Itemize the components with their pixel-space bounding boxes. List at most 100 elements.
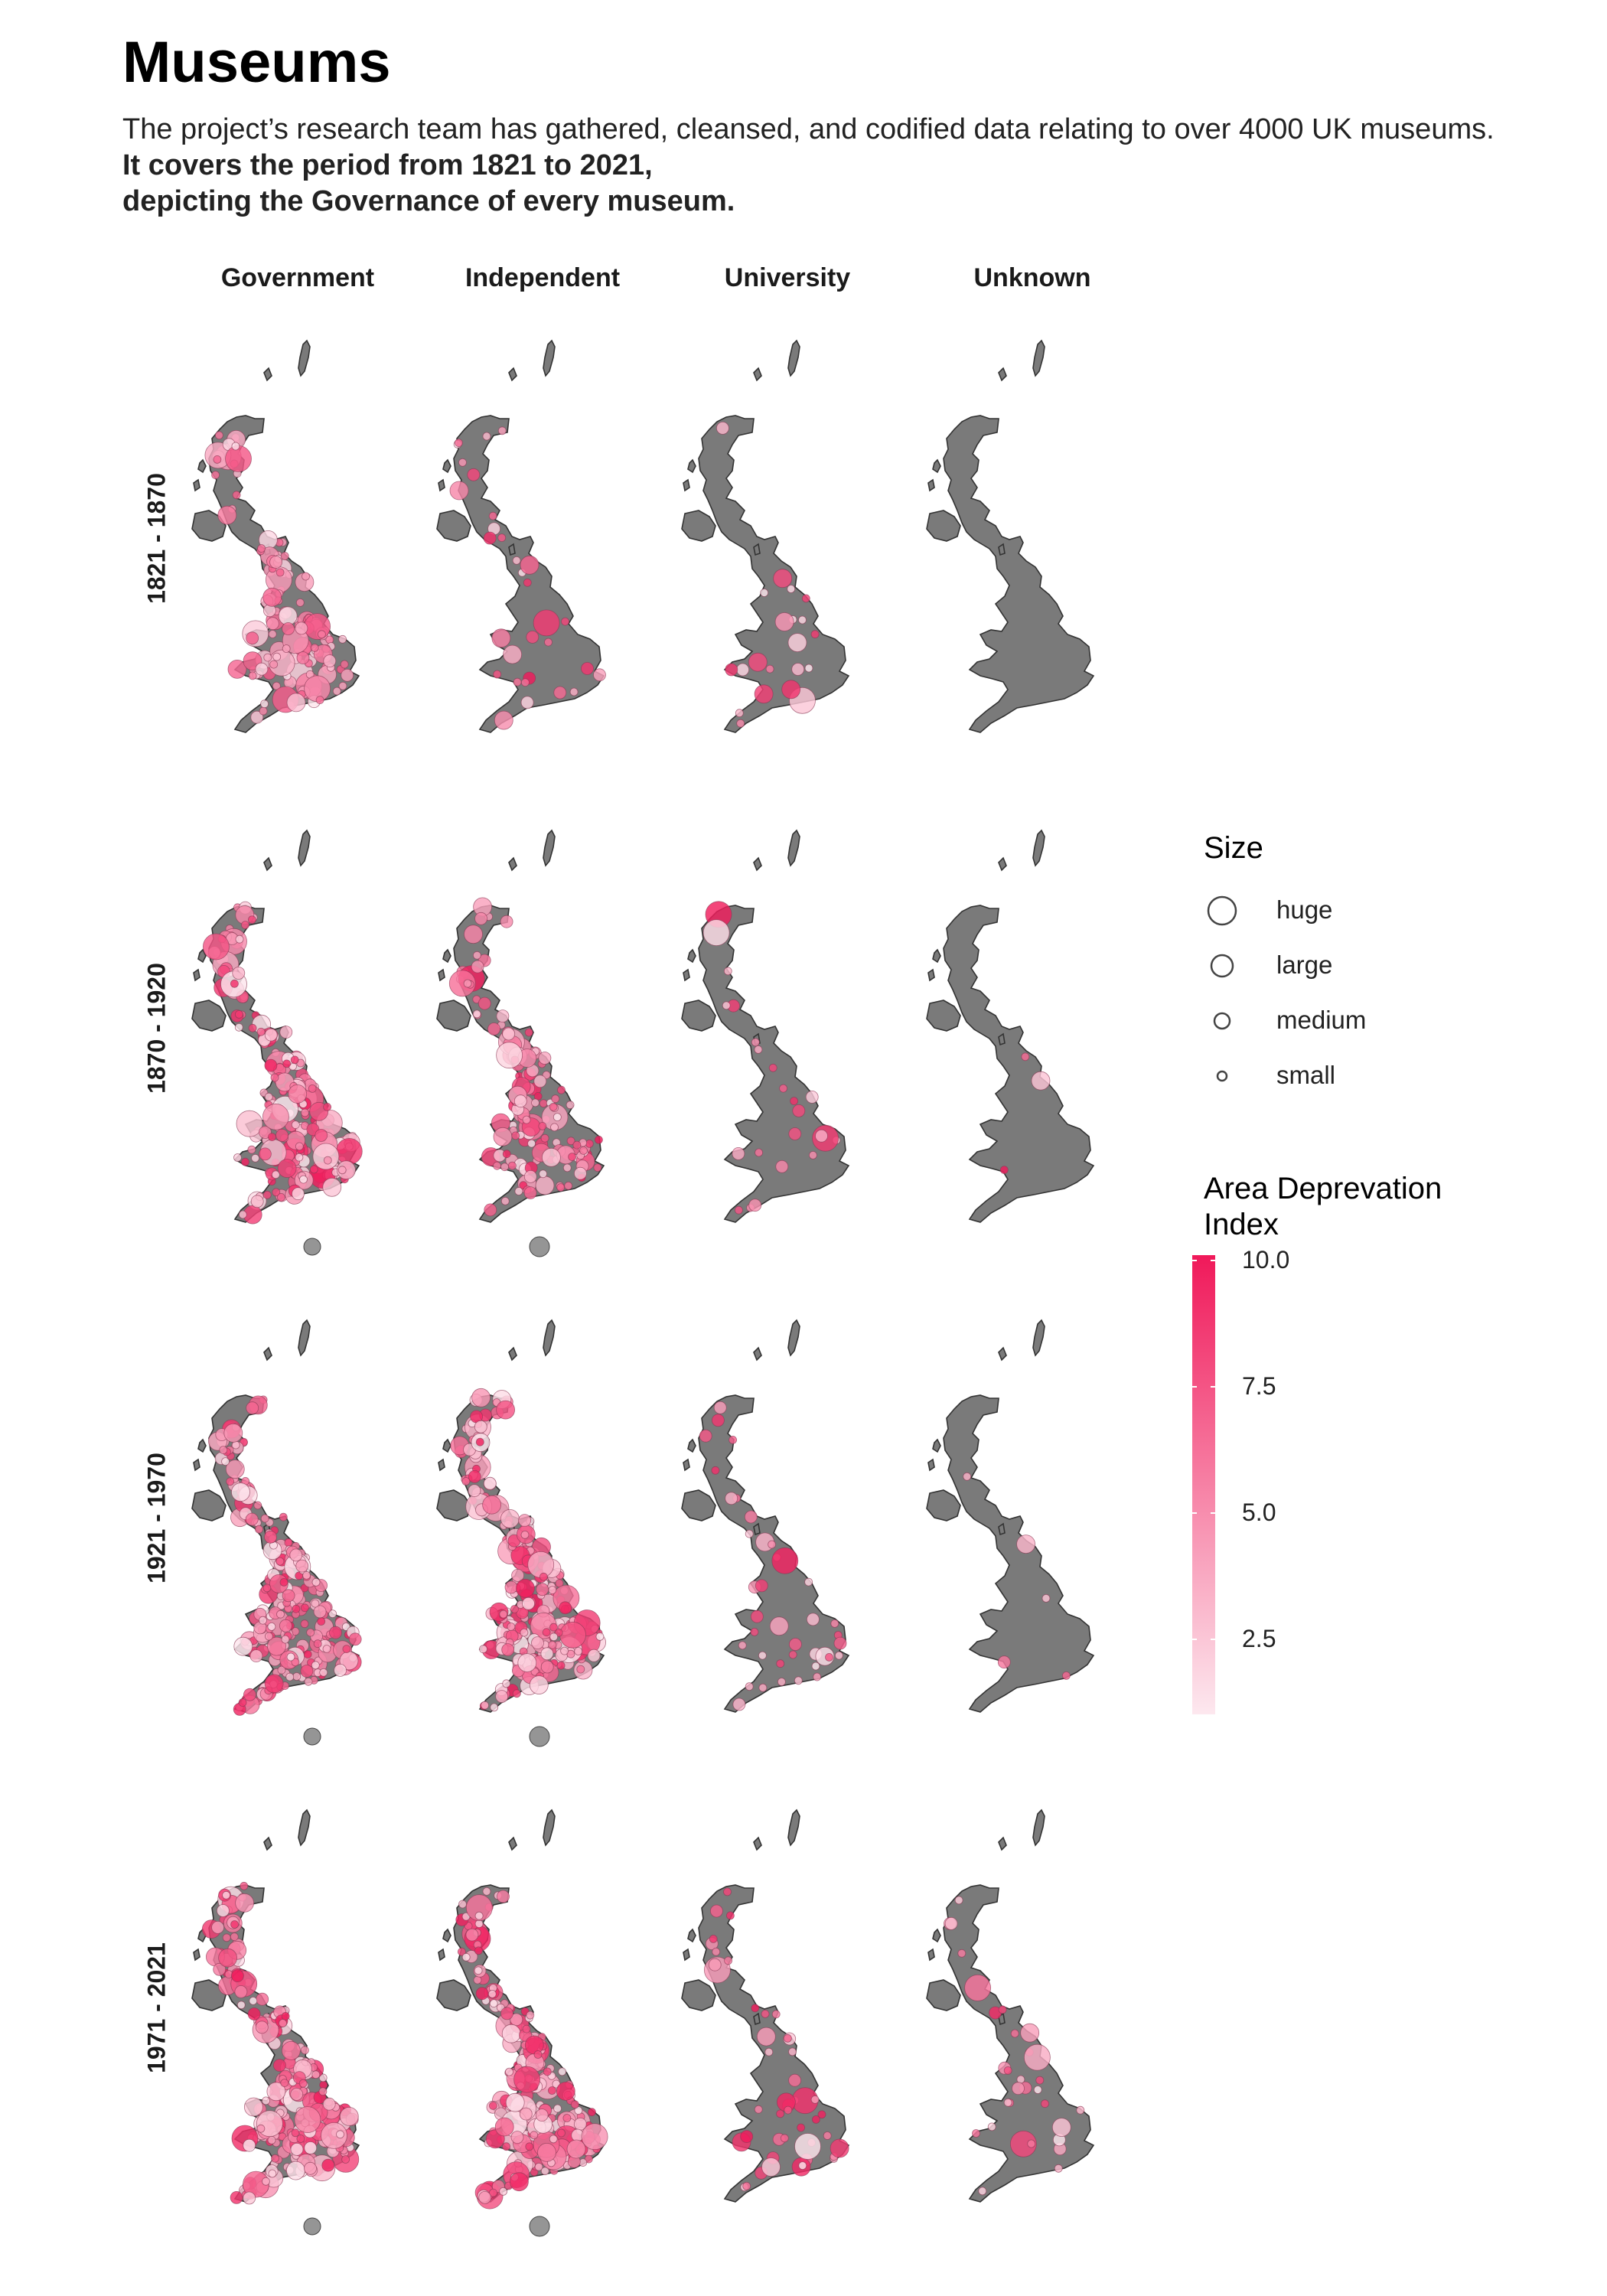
- museum-point: [1033, 2086, 1042, 2094]
- museum-point: [275, 1072, 295, 1092]
- museum-point: [279, 2019, 287, 2027]
- museum-point: [489, 1999, 498, 2008]
- gb-land: [681, 340, 849, 733]
- museum-point: [709, 1934, 718, 1943]
- museum-point: [264, 1028, 278, 1042]
- museum-point: [825, 1652, 833, 1662]
- museum-point: [533, 2050, 543, 2059]
- museum-point: [788, 1127, 802, 1140]
- museum-point: [708, 1958, 722, 1971]
- museum-point: [282, 1059, 292, 1068]
- museum-point: [505, 2067, 513, 2076]
- museum-point: [1054, 2164, 1063, 2173]
- museum-point: [303, 1650, 312, 1658]
- museum-point: [235, 934, 244, 944]
- museum-point: [250, 710, 264, 724]
- museum-point: [745, 1529, 754, 1538]
- museum-point: [449, 481, 469, 501]
- museum-point: [750, 1609, 764, 1623]
- col-header-independent: Independent: [464, 263, 621, 292]
- museum-point: [710, 1904, 723, 1918]
- museum-point: [235, 1009, 243, 1019]
- museum-point: [798, 2161, 807, 2170]
- museum-point: [595, 1632, 605, 1641]
- museum-point: [553, 686, 567, 700]
- museum-point: [474, 1946, 483, 1955]
- museum-point: [497, 533, 507, 543]
- museum-point: [267, 1622, 276, 1631]
- museum-point: [312, 1143, 340, 1170]
- museum-point: [298, 2079, 308, 2088]
- museum-point: [523, 1169, 537, 1183]
- museum-point: [513, 2066, 541, 2093]
- museum-point: [754, 1045, 763, 1054]
- museum-point: [277, 1159, 297, 1179]
- museum-point: [1027, 2139, 1036, 2148]
- museum-point: [744, 1510, 758, 1524]
- museum-point: [323, 1156, 332, 1165]
- museum-point: [248, 671, 257, 680]
- museum-point: [548, 1640, 557, 1649]
- museum-point: [501, 1643, 515, 1657]
- museum-point: [250, 1195, 264, 1208]
- museum-point: [255, 662, 269, 676]
- museum-point: [230, 979, 239, 988]
- museum-point: [484, 1203, 497, 1217]
- museum-point: [520, 555, 539, 575]
- museum-point: [276, 1609, 285, 1619]
- museum-point: [219, 1446, 228, 1455]
- museum-point: [517, 1653, 537, 1673]
- museum-point: [779, 1084, 788, 1093]
- museum-point: [266, 617, 279, 631]
- missing-index-point: [303, 2217, 321, 2236]
- museum-point: [735, 709, 744, 718]
- museum-point: [458, 1900, 467, 1909]
- museum-point: [271, 1170, 280, 1179]
- museum-point: [482, 1887, 491, 1896]
- museum-point: [535, 1176, 555, 1195]
- museum-point: [280, 552, 289, 560]
- museum-point: [508, 1161, 517, 1170]
- museum-point: [489, 2101, 497, 2110]
- museum-point: [302, 572, 310, 581]
- museum-point: [260, 700, 269, 709]
- museum-point: [781, 680, 801, 700]
- museum-point: [321, 2158, 335, 2172]
- museum-point: [1035, 2076, 1045, 2085]
- museum-point: [240, 1881, 249, 1890]
- museum-point: [265, 1632, 273, 1641]
- museum-point: [520, 1530, 530, 1539]
- museum-point: [289, 1548, 303, 1562]
- museum-point: [524, 2035, 544, 2055]
- museum-point: [282, 644, 291, 653]
- museum-point: [295, 1153, 304, 1162]
- museum-point: [810, 630, 820, 639]
- museum-point: [472, 1009, 481, 1019]
- museum-point: [713, 1401, 727, 1414]
- museum-point: [300, 1619, 309, 1629]
- museum-point: [338, 634, 347, 644]
- museum-point: [553, 1113, 562, 1122]
- museum-point: [309, 1165, 318, 1174]
- museum-point: [558, 2067, 567, 2076]
- subtitle-bold-1: It covers the period from 1821 to 2021,: [122, 149, 653, 181]
- museum-point: [286, 693, 306, 713]
- museum-point: [529, 1675, 549, 1694]
- museum-point: [226, 1477, 235, 1486]
- museum-point: [295, 598, 305, 607]
- museum-point: [509, 2172, 529, 2192]
- museum-point: [765, 664, 774, 673]
- museum-point: [280, 2079, 289, 2088]
- museum-point: [489, 2188, 497, 2197]
- museum-point: [269, 556, 283, 569]
- museum-point: [794, 1676, 803, 1685]
- museum-point: [543, 2067, 552, 2076]
- museum-point: [247, 2007, 261, 2020]
- museum-point: [259, 1126, 272, 1139]
- museum-point: [559, 1621, 586, 1649]
- panel-government-1: [191, 340, 360, 733]
- museum-point: [524, 1028, 533, 1037]
- museum-point: [792, 1104, 806, 1117]
- museum-point: [211, 1920, 224, 1934]
- museum-point: [232, 491, 241, 500]
